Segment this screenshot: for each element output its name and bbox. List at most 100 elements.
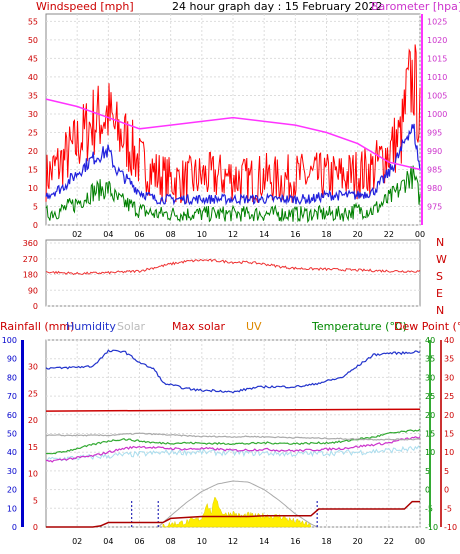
direction-tick-label: 360 xyxy=(23,239,38,248)
wind-tick-label: 15 xyxy=(28,165,38,174)
barometer-tick-label: 1015 xyxy=(427,54,447,63)
humidity-tick-label: 90 xyxy=(7,355,17,364)
barometer-tick-label: 1000 xyxy=(427,110,447,119)
humidity-tick-label: 10 xyxy=(7,504,17,513)
direction-tick-label: 270 xyxy=(23,255,38,264)
humidity-tick-label: 50 xyxy=(7,430,17,439)
direction-series xyxy=(45,258,421,276)
humidity-tick-label: 60 xyxy=(7,411,17,420)
dew-point-axis: 40 35 30 25 20 15 10 5 0 -5 -10 xyxy=(444,336,457,532)
compass-label: S xyxy=(436,270,443,283)
dew-point-tick-label: -5 xyxy=(444,504,452,513)
solar-line xyxy=(45,432,421,441)
lower-x-tick-label: 06 xyxy=(134,537,144,546)
lower-x-tick-label: 14 xyxy=(259,537,269,546)
compass-label: W xyxy=(436,253,447,266)
lower-x-tick-label: 20 xyxy=(353,537,363,546)
humidity-tick-label: 80 xyxy=(7,373,17,382)
lower-x-tick-label: 16 xyxy=(290,537,300,546)
wind-tick-label: 20 xyxy=(28,147,38,156)
direction-panel-frame xyxy=(45,239,421,307)
graph-title: 24 hour graph day : 15 February 2022 xyxy=(172,0,383,13)
max-solar-curve xyxy=(157,480,318,528)
lower-x-tick-label: 08 xyxy=(166,537,176,546)
dew-axis-bar xyxy=(440,340,442,527)
direction-tick-label: 0 xyxy=(33,302,38,311)
wind-direction-line xyxy=(45,258,421,276)
wind-left-axis: 0 5 10 15 20 25 30 35 40 45 50 55 xyxy=(28,17,38,230)
rainfall-tick-label: 0 xyxy=(33,523,38,532)
dew-point-tick-label: 20 xyxy=(444,411,454,420)
rainfall-tick-label: 25 xyxy=(28,389,38,398)
wind-x-tick-label: 18 xyxy=(321,230,331,239)
lower-x-axis: 02 04 06 08 10 12 14 16 18 20 22 00 xyxy=(72,537,425,546)
lower-x-tick-label: 18 xyxy=(321,537,331,546)
barometer-line xyxy=(45,98,421,171)
rainfall-tick-label: 10 xyxy=(28,470,38,479)
lower-series xyxy=(45,349,421,528)
barometer-right-axis: 975 980 985 990 995 1000 1005 1010 1015 1020 1025 xyxy=(427,17,447,211)
direction-tick-label: 90 xyxy=(28,286,38,295)
dew-point-label: Dew Point (°C) xyxy=(394,320,460,333)
humidity-tick-label: 70 xyxy=(7,392,17,401)
temperature-axis-bar xyxy=(429,340,431,527)
rainfall-line xyxy=(46,500,420,528)
wind-x-tick-label: 00 xyxy=(415,230,425,239)
humidity-line xyxy=(45,349,421,394)
max-solar-label: Max solar xyxy=(172,320,225,333)
wind-tick-label: 25 xyxy=(28,128,38,137)
wind-x-tick-label: 12 xyxy=(228,230,238,239)
humidity-tick-label: 0 xyxy=(12,523,17,532)
wind-tick-label: 5 xyxy=(33,202,38,211)
rainfall-tick-label: 15 xyxy=(28,443,38,452)
wind-tick-label: 10 xyxy=(28,184,38,193)
temperature-tick-label: 0 xyxy=(425,486,430,495)
lower-x-tick-label: 22 xyxy=(384,537,394,546)
dew-point-tick-label: 10 xyxy=(444,448,454,457)
dew-point-tick-label: 15 xyxy=(444,430,454,439)
wind-tick-label: 0 xyxy=(33,221,38,230)
barometer-tick-label: 1005 xyxy=(427,91,447,100)
min-wind-line xyxy=(45,165,421,224)
temperature-label: Temperature (°C) xyxy=(311,320,407,333)
rainfall-tick-label: 20 xyxy=(28,416,38,425)
barometer-tick-label: 1010 xyxy=(427,73,447,82)
lower-x-tick-label: 10 xyxy=(197,537,207,546)
wind-x-tick-label: 06 xyxy=(134,230,144,239)
rainfall-label: Rainfall (mm) xyxy=(0,320,74,333)
humidity-tick-label: 20 xyxy=(7,486,17,495)
rainfall-axis: 0 5 10 15 20 25 30 xyxy=(28,363,38,532)
wind-tick-label: 55 xyxy=(28,17,38,26)
dew-point-tick-label: 40 xyxy=(444,336,454,345)
lower-x-tick-label: 04 xyxy=(103,537,113,546)
temperature-tick-label: -5 xyxy=(425,504,433,513)
direction-left-axis: 0 90 180 270 360 xyxy=(23,239,38,311)
solar-area xyxy=(162,496,312,528)
wind-x-axis: 02 04 06 08 10 12 14 16 18 20 22 00 xyxy=(72,230,425,239)
dew-point-tick-label: 30 xyxy=(444,373,454,382)
barometer-tick-label: 990 xyxy=(427,147,442,156)
dew-point-tick-label: -10 xyxy=(444,523,457,532)
humidity-axis-bar xyxy=(21,340,24,527)
wind-x-tick-label: 08 xyxy=(166,230,176,239)
wind-tick-label: 40 xyxy=(28,73,38,82)
direction-grid xyxy=(46,242,420,307)
dew-point-tick-label: 5 xyxy=(444,467,449,476)
barometer-tick-label: 985 xyxy=(427,165,442,174)
lower-x-tick-label: 02 xyxy=(72,537,82,546)
barometer-tick-label: 975 xyxy=(427,202,442,211)
wind-tick-label: 45 xyxy=(28,54,38,63)
wind-x-tick-label: 02 xyxy=(72,230,82,239)
humidity-tick-label: 30 xyxy=(7,467,17,476)
solar-light-line xyxy=(45,445,421,462)
barometer-label: Barometer [hpa] xyxy=(371,0,460,13)
rainfall-tick-label: 30 xyxy=(28,363,38,372)
humidity-tick-label: 100 xyxy=(2,336,17,345)
dew-point-line xyxy=(46,436,421,463)
barometer-tick-label: 980 xyxy=(427,184,442,193)
max-solar-line xyxy=(45,408,421,412)
barometer-tick-label: 1020 xyxy=(427,36,447,45)
